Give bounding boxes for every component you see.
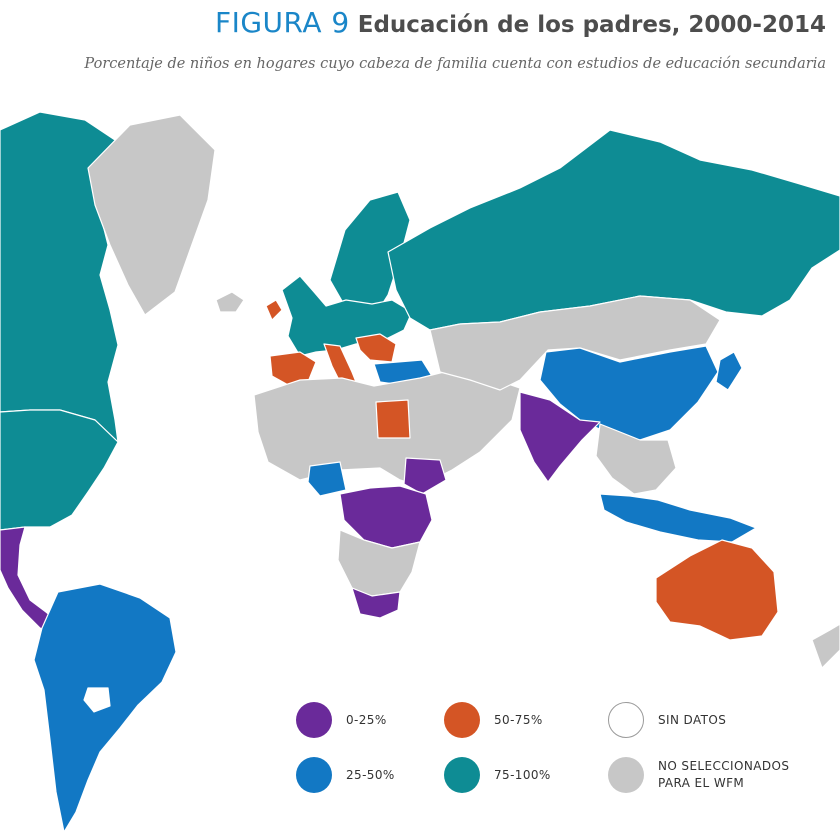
region-balkans xyxy=(355,333,397,363)
figure-number: FIGURA 9 xyxy=(214,6,350,39)
region-paraguay xyxy=(83,687,111,713)
region-ethiopia xyxy=(403,457,447,495)
region-iceland xyxy=(215,291,245,313)
region-central-east-africa xyxy=(339,485,433,549)
region-southern-africa xyxy=(337,529,421,597)
legend-item-75-100: 75-100% xyxy=(444,757,551,793)
region-central-asia xyxy=(429,295,721,391)
legend-label-no-data: SIN DATOS xyxy=(658,712,727,727)
region-australia xyxy=(655,539,779,641)
legend-swatch-no-data xyxy=(608,702,644,738)
region-egypt xyxy=(375,399,411,439)
region-south-africa xyxy=(351,587,401,619)
region-russia xyxy=(387,129,840,331)
region-india xyxy=(519,391,601,483)
region-indonesia xyxy=(599,493,757,543)
legend-item-0-25: 0-25% xyxy=(296,702,387,738)
legend-swatch-0-25 xyxy=(296,702,332,738)
legend-label-50-75: 50-75% xyxy=(494,712,543,727)
legend-label-75-100: 75-100% xyxy=(494,767,551,782)
legend-label-not-selected: NO SELECCIONADOS PARA EL WFM xyxy=(658,759,790,790)
region-new-zealand xyxy=(811,623,840,669)
legend-swatch-25-50 xyxy=(296,757,332,793)
figure-title: FIGURA 9 Educación de los padres, 2000-20… xyxy=(215,6,826,39)
legend-label-0-25: 0-25% xyxy=(346,712,387,727)
region-china xyxy=(539,345,719,441)
legend-swatch-50-75 xyxy=(444,702,480,738)
figure-subtitle: Porcentaje de niños en hogares cuyo cabe… xyxy=(84,56,826,72)
legend-item-50-75: 50-75% xyxy=(444,702,543,738)
region-japan xyxy=(715,351,743,391)
figure-heading: Educación de los padres, 2000-2014 xyxy=(357,12,826,38)
region-usa xyxy=(0,409,119,531)
legend-item-no-data: SIN DATOS xyxy=(608,702,726,738)
legend-swatch-75-100 xyxy=(444,757,480,793)
legend-label-25-50: 25-50% xyxy=(346,767,395,782)
legend-item-25-50: 25-50% xyxy=(296,757,395,793)
legend-swatch-not-selected xyxy=(608,757,644,793)
region-greenland xyxy=(87,114,216,316)
region-southeast-asia xyxy=(595,423,677,495)
region-ireland xyxy=(265,299,283,321)
legend-item-not-selected: NO SELECCIONADOS PARA EL WFM xyxy=(608,757,789,793)
region-nigeria xyxy=(307,461,347,497)
